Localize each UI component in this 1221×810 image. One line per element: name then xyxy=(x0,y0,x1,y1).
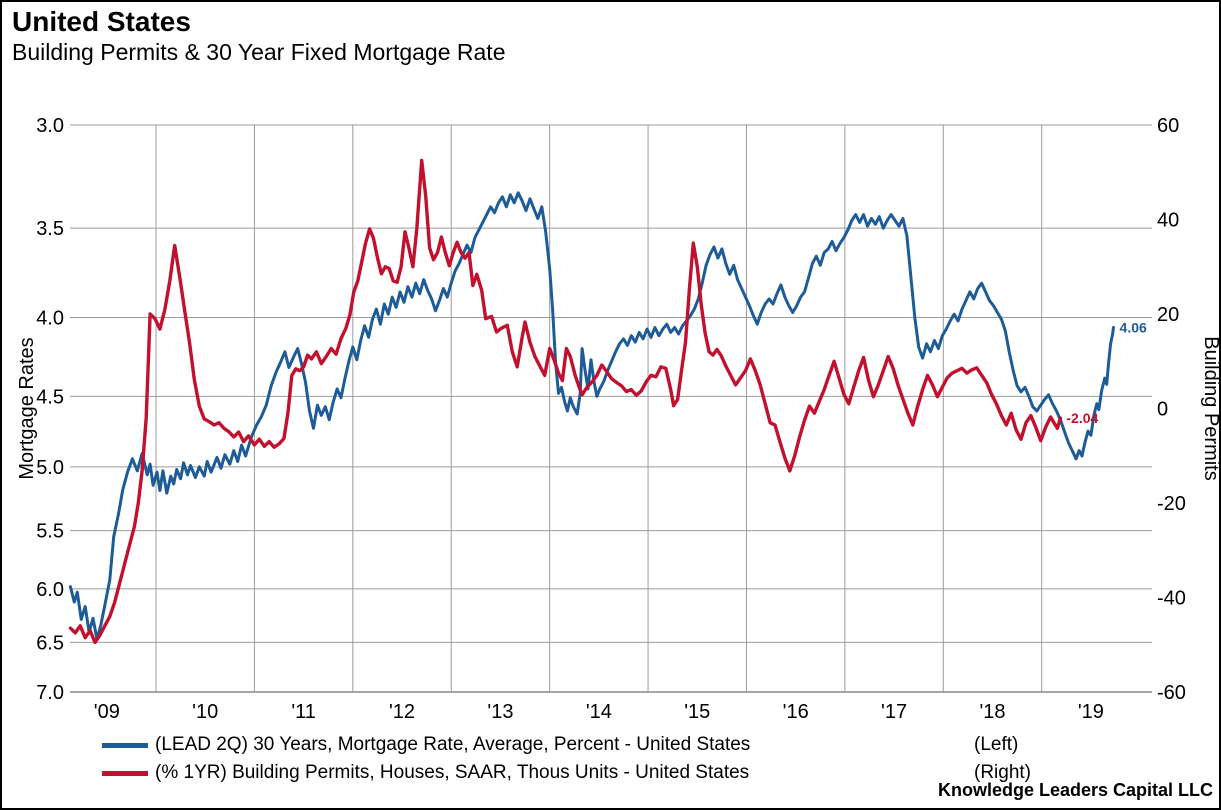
y-left-tick-label: 4.0 xyxy=(36,308,64,330)
y-right-tick-label: 0 xyxy=(1157,399,1168,421)
y-right-tick-label: 60 xyxy=(1157,115,1179,137)
x-tick-label: '19 xyxy=(1078,701,1104,723)
legend-item-building-permits: (% 1YR) Building Permits, Houses, SAAR, … xyxy=(102,759,1031,787)
y-left-tick-label: 3.5 xyxy=(36,218,64,240)
page-subtitle: Building Permits & 30 Year Fixed Mortgag… xyxy=(12,39,506,66)
series-end-label-mortgage_rate_lead_2q: 4.06 xyxy=(1120,319,1147,335)
page-title: United States xyxy=(12,6,191,37)
chart-header: United States Building Permits & 30 Year… xyxy=(12,6,506,68)
x-tick-label: '17 xyxy=(881,701,907,723)
y-right-tick-label: 40 xyxy=(1157,210,1179,232)
legend-axis-side: (Left) xyxy=(974,734,1019,755)
x-tick-label: '09 xyxy=(94,701,120,723)
y-right-axis-title: Building Permits xyxy=(1200,336,1219,481)
x-tick-label: '10 xyxy=(192,701,218,723)
x-tick-label: '14 xyxy=(586,701,612,723)
legend-swatch-blue xyxy=(102,742,148,748)
x-tick-label: '18 xyxy=(979,701,1005,723)
x-tick-label: '12 xyxy=(389,701,415,723)
legend-label: (LEAD 2Q) 30 Years, Mortgage Rate, Avera… xyxy=(155,734,751,755)
legend-swatch-red xyxy=(102,770,148,776)
legend-axis-side: (Right) xyxy=(974,762,1032,783)
y-left-tick-label: 6.5 xyxy=(36,632,64,654)
x-tick-label: '16 xyxy=(783,701,809,723)
y-left-axis-title: Mortgage Rates xyxy=(16,337,38,479)
y-right-tick-label: -60 xyxy=(1157,682,1186,704)
y-left-tick-label: 4.5 xyxy=(36,386,64,408)
y-left-tick-label: 6.0 xyxy=(36,579,64,601)
x-tick-label: '11 xyxy=(291,701,316,723)
y-right-tick-label: -20 xyxy=(1157,493,1186,515)
series-line-building_permits_yoy xyxy=(68,158,1063,645)
series-line-mortgage_rate_lead_2q xyxy=(68,191,1115,641)
y-left-tick-label: 7.0 xyxy=(36,682,64,704)
x-tick-label: '13 xyxy=(487,701,513,723)
y-left-tick-label: 3.0 xyxy=(36,115,64,137)
legend-item-mortgage-rate: (LEAD 2Q) 30 Years, Mortgage Rate, Avera… xyxy=(102,731,1018,759)
footer-credit: Knowledge Leaders Capital LLC xyxy=(937,780,1213,800)
legend-label: (% 1YR) Building Permits, Houses, SAAR, … xyxy=(155,762,750,783)
y-right-tick-label: -40 xyxy=(1157,588,1186,610)
y-left-tick-label: 5.5 xyxy=(36,521,64,543)
y-right-tick-label: 20 xyxy=(1157,304,1179,326)
x-tick-label: '15 xyxy=(684,701,710,723)
y-left-tick-label: 5.0 xyxy=(36,457,64,479)
series-end-label-building_permits_yoy: -2.04 xyxy=(1066,410,1098,426)
